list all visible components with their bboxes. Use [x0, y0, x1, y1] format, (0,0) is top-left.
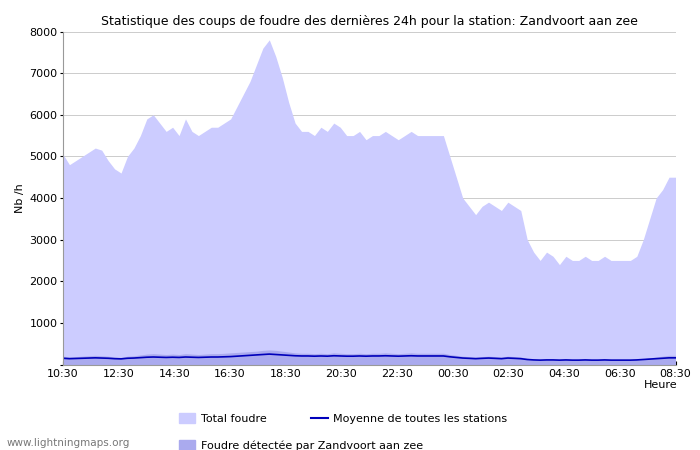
Text: www.lightningmaps.org: www.lightningmaps.org — [7, 438, 130, 448]
Legend: Foudre détectée par Zandvoort aan zee: Foudre détectée par Zandvoort aan zee — [178, 440, 424, 450]
Text: Heure: Heure — [644, 380, 678, 390]
Title: Statistique des coups de foudre des dernières 24h pour la station: Zandvoort aan: Statistique des coups de foudre des dern… — [101, 14, 638, 27]
Y-axis label: Nb /h: Nb /h — [15, 183, 25, 213]
